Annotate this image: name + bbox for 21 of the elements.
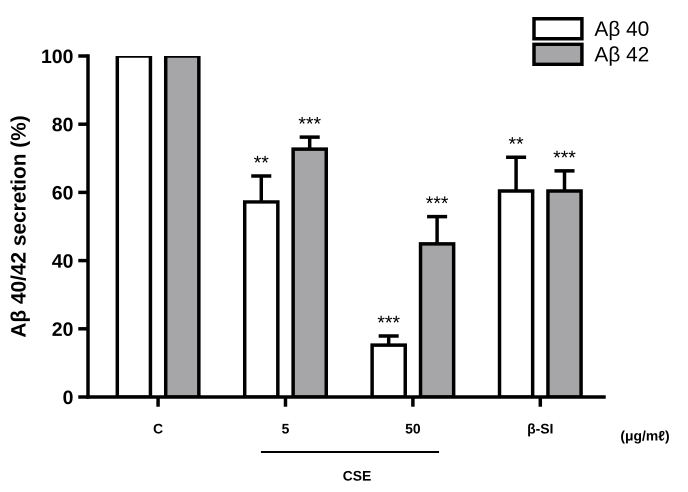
y-tick-label: 60 bbox=[52, 186, 73, 200]
y-tick-label: 80 bbox=[52, 118, 73, 132]
legend-label: Aβ 40 bbox=[594, 20, 648, 40]
annotation: *** bbox=[426, 196, 448, 204]
x-tick-label: 5 bbox=[282, 424, 289, 434]
x-tick-label: β-SI bbox=[528, 423, 552, 436]
y-tick-label: 40 bbox=[52, 254, 73, 268]
y-tick-label: 100 bbox=[42, 49, 73, 64]
y-tick-label: 0 bbox=[63, 390, 73, 404]
x-tick-label: C bbox=[154, 424, 163, 434]
legend-label: Aβ 42 bbox=[594, 46, 648, 66]
x-tick-label: 50 bbox=[406, 424, 420, 434]
annotation: ** bbox=[508, 137, 524, 144]
annotation: *** bbox=[298, 116, 321, 124]
y-tick-label: 20 bbox=[52, 322, 73, 336]
y-axis-title: Aβ 40/42 secretion (%) bbox=[10, 116, 30, 338]
annotation: ** bbox=[254, 156, 269, 163]
text: (μg/mℓ) bbox=[621, 430, 669, 444]
annotation: *** bbox=[378, 316, 400, 323]
annotation: *** bbox=[553, 150, 576, 158]
text: CSE bbox=[343, 470, 371, 481]
